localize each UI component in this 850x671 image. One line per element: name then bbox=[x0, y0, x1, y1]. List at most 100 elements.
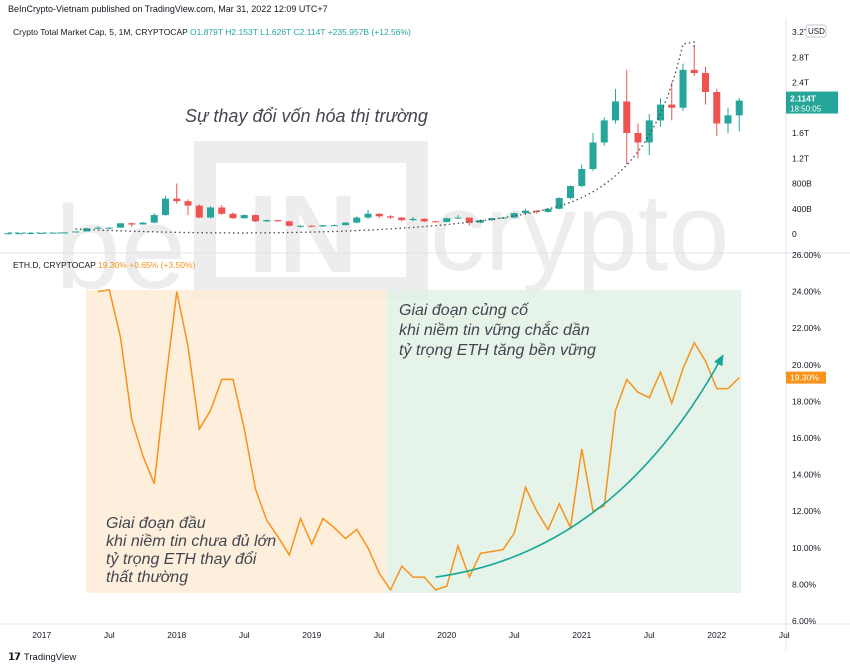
candle-body bbox=[173, 198, 181, 202]
market-cap-y-tick: 3.2T bbox=[792, 27, 809, 37]
eth-dominance-legend: ETH.D, CRYPTOCAP 19.30% +0.65% (+3.50%) bbox=[13, 260, 196, 270]
watermark-crypto: crypto bbox=[430, 171, 730, 294]
candle-body bbox=[240, 215, 248, 219]
currency-tag-box bbox=[805, 24, 827, 38]
candle-body bbox=[612, 101, 619, 121]
candle-body bbox=[252, 215, 259, 222]
candle-body bbox=[713, 91, 721, 124]
candle-body bbox=[657, 104, 664, 121]
eth-y-tick: 12.00% bbox=[792, 506, 821, 516]
candle-body bbox=[600, 120, 608, 143]
watermark-in: IN bbox=[248, 173, 358, 296]
eth-legend-symbol: ETH.D, CRYPTOCAP bbox=[13, 260, 98, 270]
candle-body bbox=[398, 217, 406, 221]
early-annotation-line: thất thường bbox=[106, 569, 188, 586]
candle-body bbox=[162, 198, 169, 216]
market-cap-y-tick: 800B bbox=[792, 179, 812, 189]
chart-canvas[interactable]: be IN crypto Crypto Total Market Cap, 5, 1… bbox=[0, 0, 850, 650]
candle-body bbox=[409, 218, 417, 221]
market-cap-y-tick: 2.4T bbox=[792, 78, 809, 88]
x-axis-tick: 2019 bbox=[302, 630, 321, 640]
candle-body bbox=[94, 227, 102, 229]
market-cap-legend: Crypto Total Market Cap, 5, 1M, CRYPTOCA… bbox=[13, 27, 411, 37]
candle-body bbox=[465, 217, 473, 223]
market-cap-price-tag-box bbox=[786, 91, 838, 114]
legend-symbol: Crypto Total Market Cap, 5, 1M, CRYPTOCA… bbox=[13, 27, 190, 37]
candle-body bbox=[38, 232, 46, 234]
candle-body bbox=[690, 69, 698, 74]
candle-body bbox=[330, 225, 338, 227]
candle-body bbox=[195, 205, 203, 218]
candle-body bbox=[724, 115, 732, 124]
eth-legend-change: +0.65% (+3.50%) bbox=[129, 260, 195, 270]
candle-body bbox=[668, 104, 676, 108]
x-axis-tick: 2018 bbox=[167, 630, 186, 640]
legend-change: +235.957B (+12.56%) bbox=[328, 27, 411, 37]
market-cap-pane[interactable]: Crypto Total Market Cap, 5, 1M, CRYPTOCA… bbox=[4, 27, 743, 235]
candle-body bbox=[128, 223, 136, 225]
candle-body bbox=[285, 221, 293, 226]
legend-ohlc-o: O1.879T bbox=[190, 27, 225, 37]
publish-header: BeInCrypto-Vietnam published on TradingV… bbox=[8, 4, 328, 14]
market-cap-y-tick: 1.6T bbox=[792, 128, 809, 138]
eth-trend-arrow bbox=[435, 354, 724, 578]
countdown: 18:50:05 bbox=[790, 105, 822, 114]
market-cap-price-tag: 2.114T bbox=[790, 94, 817, 104]
x-axis-tick: Jul bbox=[644, 630, 655, 640]
candle-body bbox=[420, 218, 428, 222]
candle-body bbox=[218, 207, 226, 214]
eth-y-tick: 14.00% bbox=[792, 470, 821, 480]
eth-y-tick: 16.00% bbox=[792, 433, 821, 443]
candle-body bbox=[443, 218, 451, 223]
candle-body bbox=[27, 233, 34, 235]
eth-y-tick: 26.00% bbox=[792, 250, 821, 260]
watermark-box bbox=[194, 141, 428, 299]
candle-body bbox=[308, 225, 316, 227]
early-phase-region bbox=[86, 290, 387, 593]
candle-body bbox=[150, 215, 158, 223]
legend-ohlc-c: C2.114T bbox=[294, 27, 328, 37]
consolidation-phase-region bbox=[386, 290, 742, 593]
market-cap-y-tick: 400B bbox=[792, 204, 812, 214]
candle-body bbox=[702, 73, 709, 92]
candle-body bbox=[105, 227, 113, 229]
x-axis-tick: Jul bbox=[779, 630, 790, 640]
consolidation-annotation-line: tỷ trọng ETH tăng bền vững bbox=[399, 342, 596, 359]
candle-body bbox=[60, 232, 68, 234]
x-axis-tick: 2021 bbox=[572, 630, 591, 640]
market-cap-annotation: Sự thay đổi vốn hóa thị trường bbox=[185, 106, 428, 126]
candle-body bbox=[83, 228, 91, 232]
candle-body bbox=[432, 221, 439, 223]
footer-brand: TradingView bbox=[23, 652, 77, 663]
candle-body bbox=[184, 201, 192, 206]
eth-y-tick: 22.00% bbox=[792, 323, 821, 333]
candle-body bbox=[263, 220, 271, 222]
candle-body bbox=[544, 208, 552, 212]
tradingview-logo-icon: 𝟭𝟳 bbox=[8, 652, 21, 663]
currency-tag: USD bbox=[808, 27, 825, 36]
candle-body bbox=[578, 168, 586, 187]
candle-body bbox=[645, 120, 653, 143]
candle-body bbox=[229, 213, 237, 219]
eth-dominance-line bbox=[97, 288, 740, 592]
x-axis-tick: 2020 bbox=[437, 630, 456, 640]
early-annotation-line: Giai đoạn đầu bbox=[106, 515, 206, 532]
candle-body bbox=[735, 100, 743, 116]
x-axis-tick: Jul bbox=[509, 630, 520, 640]
eth-y-tick: 24.00% bbox=[792, 287, 821, 297]
x-axis-tick: Jul bbox=[374, 630, 385, 640]
eth-dominance-pane[interactable]: ETH.D, CRYPTOCAP 19.30% +0.65% (+3.50%) G… bbox=[13, 260, 742, 593]
candle-body bbox=[353, 217, 361, 223]
early-annotation-line: khi niềm tin chưa đủ lớn bbox=[106, 533, 276, 550]
axes: 3.2T2.8T2.4T2.0T1.6T1.2T800B400B0USD2.11… bbox=[0, 18, 850, 650]
candle-body bbox=[4, 233, 12, 235]
x-axis-tick: Jul bbox=[104, 630, 115, 640]
x-axis-tick: 2022 bbox=[707, 630, 726, 640]
legend-ohlc-h: H2.153T bbox=[225, 27, 260, 37]
eth-price-tag-box bbox=[786, 371, 826, 384]
eth-y-tick: 8.00% bbox=[792, 579, 817, 589]
beincrypto-watermark: be IN crypto bbox=[55, 141, 730, 314]
candle-body bbox=[15, 233, 23, 235]
candle-body bbox=[207, 207, 214, 218]
candle-body bbox=[567, 186, 574, 199]
